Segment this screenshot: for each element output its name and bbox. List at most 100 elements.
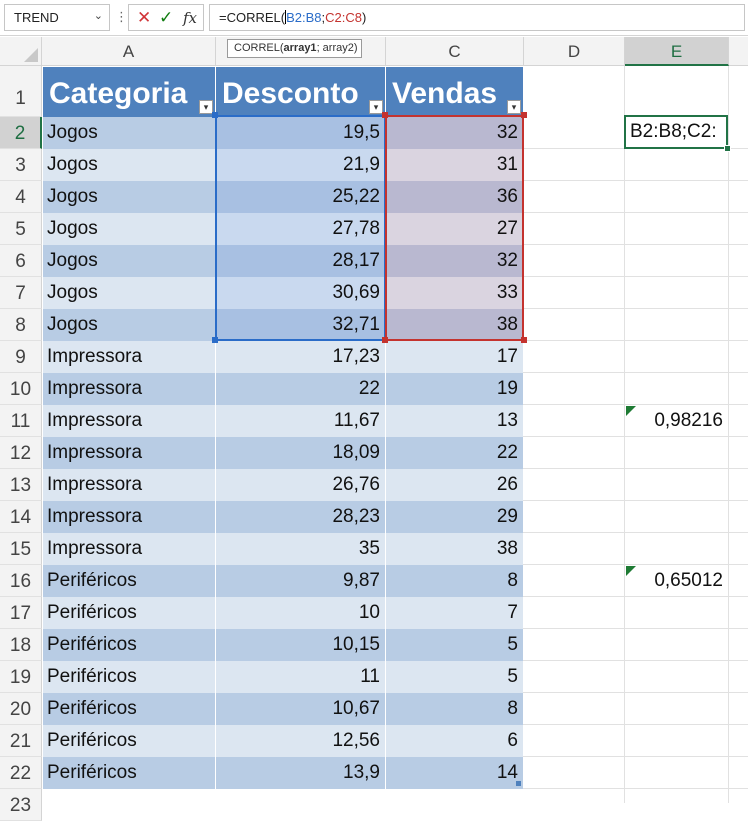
cell-categoria[interactable]: Jogos bbox=[43, 117, 215, 149]
range-handle[interactable] bbox=[212, 112, 218, 118]
row-header-5[interactable]: 5 bbox=[0, 213, 42, 245]
more-options-icon[interactable]: ⋮ bbox=[115, 9, 128, 24]
cell-vendas[interactable]: 38 bbox=[386, 309, 523, 341]
filter-dropdown-icon[interactable]: ▾ bbox=[507, 100, 521, 114]
cell-vendas[interactable]: 14 bbox=[386, 757, 523, 789]
cell-desconto[interactable]: 17,23 bbox=[216, 341, 385, 373]
cell-categoria[interactable]: Impressora bbox=[43, 437, 215, 469]
column-header-f[interactable] bbox=[729, 37, 748, 66]
cell-categoria[interactable]: Impressora bbox=[43, 373, 215, 405]
column-header-e[interactable]: E bbox=[625, 37, 729, 66]
row-header-16[interactable]: 16 bbox=[0, 565, 42, 597]
column-header-d[interactable]: D bbox=[524, 37, 625, 66]
cell-vendas[interactable]: 38 bbox=[386, 533, 523, 565]
filter-dropdown-icon[interactable]: ▾ bbox=[199, 100, 213, 114]
row-header-20[interactable]: 20 bbox=[0, 693, 42, 725]
row-header-12[interactable]: 12 bbox=[0, 437, 42, 469]
cell-categoria[interactable]: Jogos bbox=[43, 309, 215, 341]
cell-desconto[interactable]: 22 bbox=[216, 373, 385, 405]
row-header-15[interactable]: 15 bbox=[0, 533, 42, 565]
chevron-down-icon[interactable]: ⌄ bbox=[93, 10, 103, 22]
range-handle[interactable] bbox=[382, 112, 388, 118]
cell-categoria[interactable]: Jogos bbox=[43, 245, 215, 277]
range-handle[interactable] bbox=[521, 112, 527, 118]
cell-vendas[interactable]: 22 bbox=[386, 437, 523, 469]
cell-desconto[interactable]: 19,5 bbox=[216, 117, 385, 149]
range-handle[interactable] bbox=[212, 337, 218, 343]
cell-categoria[interactable]: Periféricos bbox=[43, 725, 215, 757]
range-handle[interactable] bbox=[521, 337, 527, 343]
cell-vendas[interactable]: 19 bbox=[386, 373, 523, 405]
cell-vendas[interactable]: 17 bbox=[386, 341, 523, 373]
cell-vendas[interactable]: 36 bbox=[386, 181, 523, 213]
cell-desconto[interactable]: 13,9 bbox=[216, 757, 385, 789]
filter-dropdown-icon[interactable]: ▾ bbox=[369, 100, 383, 114]
column-header-c[interactable]: C bbox=[386, 37, 524, 66]
cell-vendas[interactable]: 26 bbox=[386, 469, 523, 501]
cell-desconto[interactable]: 27,78 bbox=[216, 213, 385, 245]
cancel-icon[interactable]: ✕ bbox=[137, 8, 152, 27]
table-resize-handle[interactable] bbox=[516, 781, 521, 786]
cell-e16[interactable]: 0,65012 bbox=[654, 570, 723, 591]
cell-desconto[interactable]: 10,67 bbox=[216, 693, 385, 725]
cell-vendas[interactable]: 31 bbox=[386, 149, 523, 181]
column-header-a[interactable]: A bbox=[42, 37, 216, 66]
cell-desconto[interactable]: 30,69 bbox=[216, 277, 385, 309]
cell-categoria[interactable]: Jogos bbox=[43, 277, 215, 309]
row-header-3[interactable]: 3 bbox=[0, 149, 42, 181]
range-handle[interactable] bbox=[382, 337, 388, 343]
row-header-19[interactable]: 19 bbox=[0, 661, 42, 693]
cell-vendas[interactable]: 7 bbox=[386, 597, 523, 629]
cell-categoria[interactable]: Impressora bbox=[43, 533, 215, 565]
cell-desconto[interactable]: 25,22 bbox=[216, 181, 385, 213]
cell-desconto[interactable]: 26,76 bbox=[216, 469, 385, 501]
cell-categoria[interactable]: Impressora bbox=[43, 469, 215, 501]
fill-handle[interactable] bbox=[724, 145, 731, 152]
cell-desconto[interactable]: 32,71 bbox=[216, 309, 385, 341]
cell-vendas[interactable]: 27 bbox=[386, 213, 523, 245]
row-header-18[interactable]: 18 bbox=[0, 629, 42, 661]
row-header-10[interactable]: 10 bbox=[0, 373, 42, 405]
cell-vendas[interactable]: 8 bbox=[386, 693, 523, 725]
cell-desconto[interactable]: 10 bbox=[216, 597, 385, 629]
cell-categoria[interactable]: Jogos bbox=[43, 181, 215, 213]
row-header-17[interactable]: 17 bbox=[0, 597, 42, 629]
function-tooltip[interactable]: CORREL(array1; array2) bbox=[227, 39, 362, 58]
cell-vendas[interactable]: 6 bbox=[386, 725, 523, 757]
cell-desconto[interactable]: 35 bbox=[216, 533, 385, 565]
cell-categoria[interactable]: Periféricos bbox=[43, 757, 215, 789]
cell-categoria[interactable]: Periféricos bbox=[43, 629, 215, 661]
cell-desconto[interactable]: 18,09 bbox=[216, 437, 385, 469]
cell-categoria[interactable]: Impressora bbox=[43, 501, 215, 533]
row-header-6[interactable]: 6 bbox=[0, 245, 42, 277]
cell-e11[interactable]: 0,98216 bbox=[654, 410, 723, 431]
row-header-14[interactable]: 14 bbox=[0, 501, 42, 533]
cell-desconto[interactable]: 10,15 bbox=[216, 629, 385, 661]
row-header-21[interactable]: 21 bbox=[0, 725, 42, 757]
row-header-9[interactable]: 9 bbox=[0, 341, 42, 373]
formula-input[interactable]: =CORREL(B2:B8;C2:C8) bbox=[209, 4, 745, 31]
error-indicator-icon[interactable] bbox=[626, 566, 636, 576]
cell-categoria[interactable]: Periféricos bbox=[43, 661, 215, 693]
cell-vendas[interactable]: 29 bbox=[386, 501, 523, 533]
row-header-1[interactable]: 1 bbox=[0, 66, 42, 117]
cell-desconto[interactable]: 21,9 bbox=[216, 149, 385, 181]
cell-vendas[interactable]: 32 bbox=[386, 117, 523, 149]
row-header-13[interactable]: 13 bbox=[0, 469, 42, 501]
row-header-7[interactable]: 7 bbox=[0, 277, 42, 309]
active-cell-e2[interactable]: B2:B8;C2: bbox=[624, 115, 728, 149]
cell-desconto[interactable]: 28,17 bbox=[216, 245, 385, 277]
cell-categoria[interactable]: Impressora bbox=[43, 405, 215, 437]
cell-vendas[interactable]: 5 bbox=[386, 661, 523, 693]
row-header-8[interactable]: 8 bbox=[0, 309, 42, 341]
cell-desconto[interactable]: 11,67 bbox=[216, 405, 385, 437]
cell-categoria[interactable]: Jogos bbox=[43, 149, 215, 181]
cell-desconto[interactable]: 11 bbox=[216, 661, 385, 693]
cell-vendas[interactable]: 13 bbox=[386, 405, 523, 437]
row-header-23[interactable]: 23 bbox=[0, 789, 42, 821]
insert-function-icon[interactable]: fx bbox=[183, 9, 198, 27]
cell-categoria[interactable]: Periféricos bbox=[43, 565, 215, 597]
cell-vendas[interactable]: 33 bbox=[386, 277, 523, 309]
cell-vendas[interactable]: 5 bbox=[386, 629, 523, 661]
select-all-corner[interactable] bbox=[0, 37, 42, 66]
